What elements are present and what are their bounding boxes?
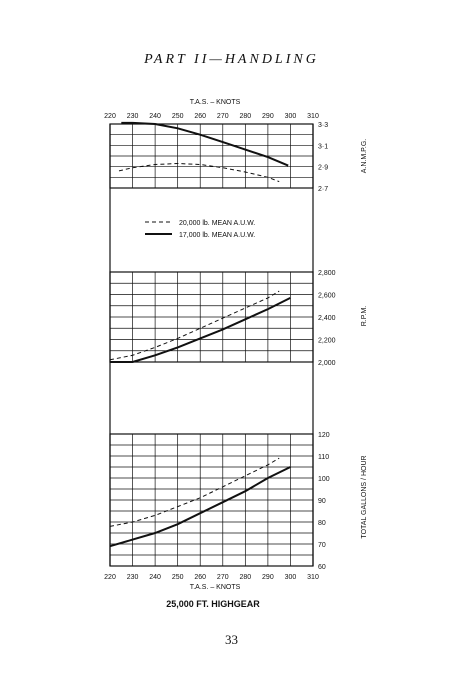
y-tick-label-fuel: 90 <box>318 498 326 505</box>
y-label-rpm: R.P.M. <box>361 306 368 327</box>
page-number: 33 <box>225 632 238 647</box>
tick-layer: 3·3 3·1 2·9 2·7 2,800 2,600 2,400 2,200 2,000 120… <box>104 113 335 581</box>
y-tick-label-fuel: 60 <box>318 564 326 571</box>
x-tick-label-top: 290 <box>262 113 274 120</box>
legend-background <box>140 213 296 241</box>
series-rpm-dashed <box>109 290 280 361</box>
x-axis-bottom-label: T.A.S. – KNOTS <box>190 584 241 591</box>
x-axis-top-label: T.A.S. – KNOTS <box>190 99 241 106</box>
x-tick-label-bottom: 230 <box>127 574 139 581</box>
x-tick-label-bottom: 220 <box>104 574 116 581</box>
x-tick-label-top: 240 <box>149 113 161 120</box>
x-tick-label-top: 310 <box>307 113 319 120</box>
x-tick-label-top: 230 <box>127 113 139 120</box>
y-label-fuel: TOTAL GALLONS / HOUR <box>361 455 368 538</box>
y-tick-label-fuel: 70 <box>318 542 326 549</box>
chart-caption: 25,000 FT. HIGHGEAR <box>166 599 260 609</box>
x-tick-label-top: 250 <box>172 113 184 120</box>
series-rpm-solid <box>110 297 291 363</box>
x-tick-label-bottom: 260 <box>194 574 206 581</box>
legend-label-solid: 17,000 lb. MEAN A.U.W. <box>179 232 255 239</box>
series-anmpg-solid <box>121 121 289 167</box>
x-tick-label-top: 300 <box>285 113 297 120</box>
y-tick-label-fuel: 110 <box>318 454 329 461</box>
series-fuel-solid <box>109 466 291 548</box>
series-layer <box>109 121 291 548</box>
y-label-anmpg: A.N.M.P.G. <box>361 139 368 174</box>
series-anmpg-dashed <box>118 162 280 183</box>
x-tick-label-bottom: 240 <box>149 574 161 581</box>
y-tick-label-fuel: 100 <box>318 476 330 483</box>
y-tick-label-rpm: 2,200 <box>318 338 336 345</box>
y-tick-label-rpm: 2,600 <box>318 293 336 300</box>
page-header: PART II—HANDLING <box>144 52 319 67</box>
x-tick-label-bottom: 280 <box>239 574 251 581</box>
legend: 20,000 lb. MEAN A.U.W. 17,000 lb. MEAN A… <box>140 213 296 241</box>
x-tick-label-top: 220 <box>104 113 116 120</box>
x-tick-label-bottom: 250 <box>172 574 184 581</box>
y-tick-label-anmpg: 3·1 <box>318 143 328 150</box>
y-tick-label-rpm: 2,000 <box>318 360 336 367</box>
y-tick-label-fuel: 120 <box>318 432 330 439</box>
y-tick-label-anmpg: 2·7 <box>318 186 328 193</box>
x-tick-label-bottom: 300 <box>285 574 297 581</box>
x-tick-label-bottom: 290 <box>262 574 274 581</box>
x-tick-label-bottom: 310 <box>307 574 319 581</box>
grid-layer <box>109 123 314 567</box>
x-tick-label-bottom: 270 <box>217 574 229 581</box>
y-tick-label-rpm: 2,400 <box>318 315 336 322</box>
y-tick-label-fuel: 80 <box>318 520 326 527</box>
y-tick-label-rpm: 2,800 <box>318 270 336 277</box>
y-tick-label-anmpg: 3·3 <box>318 122 328 129</box>
x-tick-label-top: 280 <box>239 113 251 120</box>
legend-label-dashed: 20,000 lb. MEAN A.U.W. <box>179 220 255 227</box>
y-tick-label-anmpg: 2·9 <box>318 165 328 172</box>
x-tick-label-top: 270 <box>217 113 229 120</box>
series-fuel-dashed <box>109 457 280 527</box>
x-tick-label-top: 260 <box>194 113 206 120</box>
